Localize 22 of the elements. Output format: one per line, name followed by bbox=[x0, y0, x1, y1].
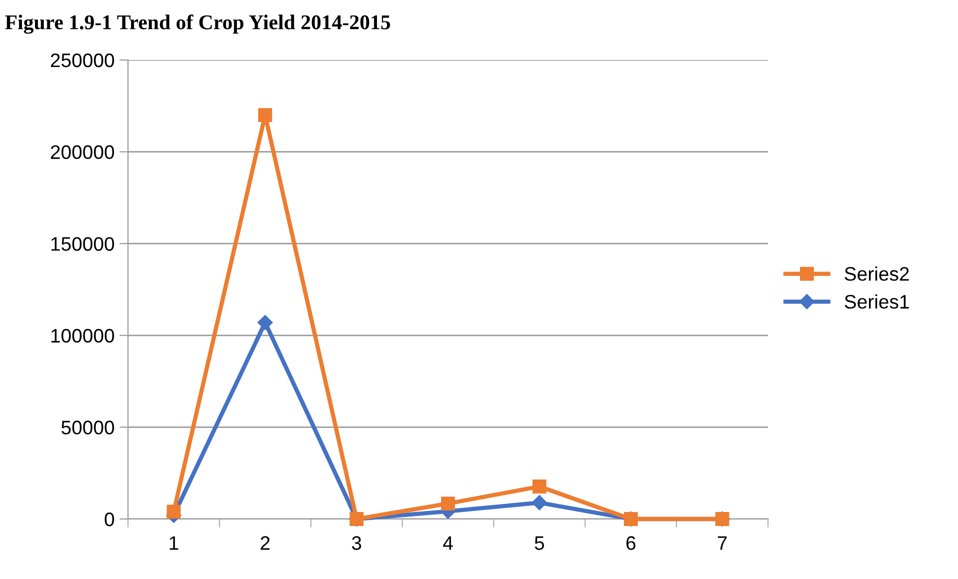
y-tick-label: 200000 bbox=[50, 145, 114, 160]
x-tick-label: 7 bbox=[718, 536, 727, 550]
point bbox=[532, 480, 546, 494]
x-tick-label: 3 bbox=[352, 536, 362, 550]
point bbox=[258, 108, 272, 122]
legend-label: Series2 bbox=[844, 266, 909, 281]
y-tick-label: 150000 bbox=[51, 237, 114, 251]
point bbox=[441, 496, 455, 511]
y-tick-label: 100000 bbox=[51, 328, 114, 343]
chart-title: Figure 1.9-1 Trend of Crop Yield 2014-2015 bbox=[5, 14, 390, 34]
x-tick-label: 5 bbox=[534, 536, 544, 550]
legend-label: Series1 bbox=[844, 294, 909, 309]
x-tick-label: 6 bbox=[626, 536, 636, 550]
point bbox=[258, 314, 273, 330]
point bbox=[166, 504, 181, 519]
y-tick-label: 250000 bbox=[50, 53, 114, 68]
point bbox=[532, 495, 547, 510]
y-tick-label: 0 bbox=[104, 512, 114, 526]
y-tick-label: 50000 bbox=[62, 420, 114, 434]
x-tick-label: 2 bbox=[260, 536, 270, 550]
x-tick-label: 1 bbox=[170, 536, 178, 550]
x-tick-label: 4 bbox=[443, 536, 453, 550]
